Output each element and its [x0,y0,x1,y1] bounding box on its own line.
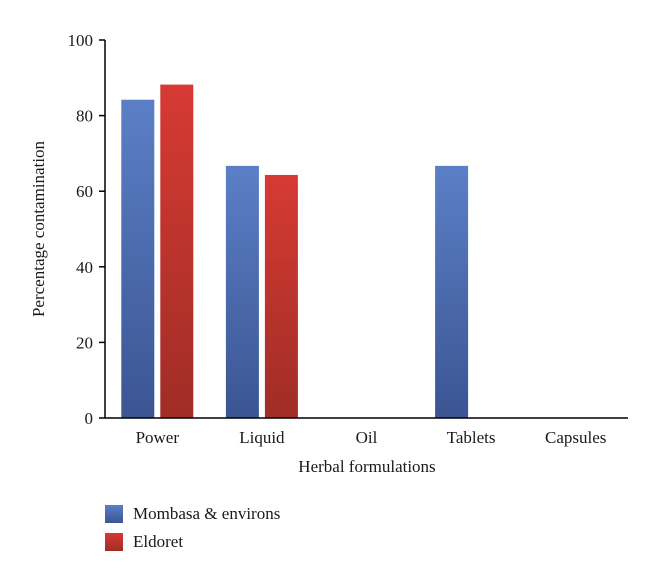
bar-mombasa-tablets [435,165,469,418]
legend-swatch-eldoret [105,533,123,551]
bar-eldoret-power [160,84,194,418]
legend-swatch-mombasa [105,505,123,523]
legend-item-eldoret: Eldoret [105,528,280,556]
y-tick-label: 0 [85,409,94,428]
x-tick-label-liquid: Liquid [239,428,285,447]
legend-item-mombasa: Mombasa & environs [105,500,280,528]
y-axis-title: Percentage contamination [29,140,48,317]
y-tick-label: 20 [76,333,93,352]
x-tick-label-oil: Oil [356,428,378,447]
x-tick-label-tablets: Tablets [447,428,496,447]
bar-chart: 0 20 40 60 80 100 Power Liquid Oil Tablets Capsul… [29,31,628,476]
x-tick-label-capsules: Capsules [545,428,606,447]
y-tick-label: 80 [76,107,93,126]
legend-label-mombasa: Mombasa & environs [133,504,281,523]
y-tick-label: 100 [68,31,94,50]
y-tick-label: 60 [76,182,93,201]
bar-mombasa-power [121,99,155,418]
bar-eldoret-liquid [264,174,298,418]
x-axis-title: Herbal formulations [298,457,435,476]
legend: Mombasa & environs Eldoret [105,500,280,556]
legend-label-eldoret: Eldoret [133,532,184,551]
bar-mombasa-liquid [225,165,259,418]
x-tick-label-power: Power [136,428,180,447]
y-tick-label: 40 [76,258,93,277]
